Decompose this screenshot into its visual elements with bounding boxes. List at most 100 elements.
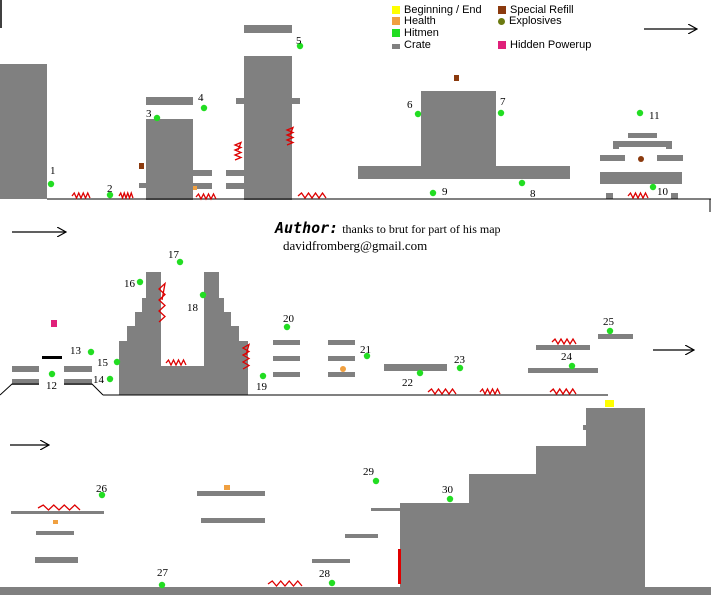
blood-splatters <box>37 126 649 588</box>
hitman-icon <box>106 375 114 383</box>
hitman-icon <box>372 477 380 485</box>
beginning-end-icon <box>605 400 614 407</box>
hitman-icon <box>158 581 166 589</box>
hitman-number-label: 19 <box>256 381 268 393</box>
flow-arrows <box>10 29 697 445</box>
hitman-icon <box>636 109 644 117</box>
special-refill-icon <box>454 75 459 81</box>
blood-splatter <box>627 191 649 200</box>
section-1 <box>0 0 711 212</box>
hitman-number-label: 30 <box>442 484 454 496</box>
tower-5-top <box>244 25 292 33</box>
hitman-icon <box>497 109 505 117</box>
left-wall-block <box>0 64 47 199</box>
items <box>51 75 644 524</box>
hitman-icon <box>199 291 207 299</box>
u-structure <box>119 272 248 395</box>
hitman-icon <box>153 114 161 122</box>
ramp-left <box>0 383 39 396</box>
hitman-icon <box>296 42 304 50</box>
hitman-icon <box>568 362 576 370</box>
hitman-icon <box>136 278 144 286</box>
hitman-number-label: 14 <box>93 374 105 386</box>
hitman-number-label: 24 <box>561 351 573 363</box>
tower-3 <box>146 119 193 200</box>
hitman-icon <box>606 327 614 335</box>
hidden-powerup-icon <box>498 41 506 49</box>
blood-splatter <box>71 191 91 200</box>
hitman-icon <box>200 104 208 112</box>
blood-splatter <box>37 504 81 511</box>
hitman-icon <box>414 110 422 118</box>
hitman-number-label: 27 <box>157 567 169 579</box>
hitman-number-label: 20 <box>283 313 295 325</box>
hitman-number-label: 9 <box>442 186 448 198</box>
hitman-number-label: 29 <box>363 466 375 478</box>
tower-5 <box>244 56 292 200</box>
hitman-icon <box>446 495 454 503</box>
hitman-number-label: 16 <box>124 278 136 290</box>
blood-splatter <box>241 343 251 370</box>
hitman-icon <box>113 358 121 366</box>
blood-splatter <box>195 192 217 201</box>
hitman-number-label: 21 <box>360 344 371 356</box>
ramp-right <box>64 383 104 396</box>
blood-splatter <box>158 281 166 323</box>
hitman-icon <box>392 29 400 37</box>
staircase <box>400 408 645 587</box>
hitman-icon <box>649 183 657 191</box>
hitman-icon <box>416 369 424 377</box>
hitman-icon <box>283 323 291 331</box>
hitman-icon <box>176 258 184 266</box>
health-icon <box>53 520 58 524</box>
platform-6-7 <box>421 91 496 166</box>
hitman-number-label: 3 <box>146 108 152 120</box>
hitman-number-label: 6 <box>407 99 413 111</box>
legend-hitmen: Hitmen <box>392 28 439 39</box>
legend-hidden-powerup: Hidden Powerup <box>498 40 591 51</box>
blood-splatter <box>479 387 501 396</box>
hitman-icon <box>48 370 56 378</box>
hitman-number-label: 25 <box>603 316 615 328</box>
health-icon <box>392 17 400 25</box>
hitman-icon <box>328 579 336 587</box>
blood-splatter <box>267 579 303 588</box>
hitman-number-label: 15 <box>97 357 109 369</box>
blood-splatter <box>118 191 134 200</box>
hitman-number-label: 12 <box>46 380 57 392</box>
hitman-icon <box>456 364 464 372</box>
hitman-icon <box>87 348 95 356</box>
blood-splatter <box>165 358 187 367</box>
author-credit: Author: thanks to brut for part of his ma… <box>275 219 501 238</box>
hitman-number-label: 1 <box>50 165 56 177</box>
beginning-end-icon <box>392 6 400 14</box>
ledge-3 <box>146 97 193 105</box>
legend-beginning-end: Beginning / End <box>392 5 482 16</box>
hitmen <box>47 42 657 589</box>
legend-explosives: Explosives <box>498 16 562 27</box>
hitman-icon <box>47 180 55 188</box>
author-email: davidfromberg@gmail.com <box>283 238 428 253</box>
hitman-number-label: 2 <box>107 183 113 195</box>
bunker-10-11 <box>600 133 683 199</box>
hitman-number-label: 23 <box>454 354 466 366</box>
hitman-icon <box>518 179 526 187</box>
author-note: thanks to brut for part of his map <box>342 222 501 236</box>
hitman-number-label: 11 <box>649 110 660 122</box>
blood-splatter <box>285 126 295 146</box>
crate-icon <box>392 44 400 49</box>
hitman-number-label: 18 <box>187 302 199 314</box>
hitman-number-label: 26 <box>96 483 108 495</box>
hitman-number-label: 8 <box>530 188 536 200</box>
special-refill-icon <box>139 163 144 169</box>
explosives-icon <box>340 366 346 372</box>
blood-splatter <box>233 141 243 161</box>
hitman-icon <box>363 352 371 360</box>
hitman-number-label: 7 <box>500 96 506 108</box>
health-icon <box>193 186 197 190</box>
legend-health: Health <box>392 16 436 27</box>
blood-splatter <box>297 191 327 200</box>
hitman-icon <box>259 372 267 380</box>
